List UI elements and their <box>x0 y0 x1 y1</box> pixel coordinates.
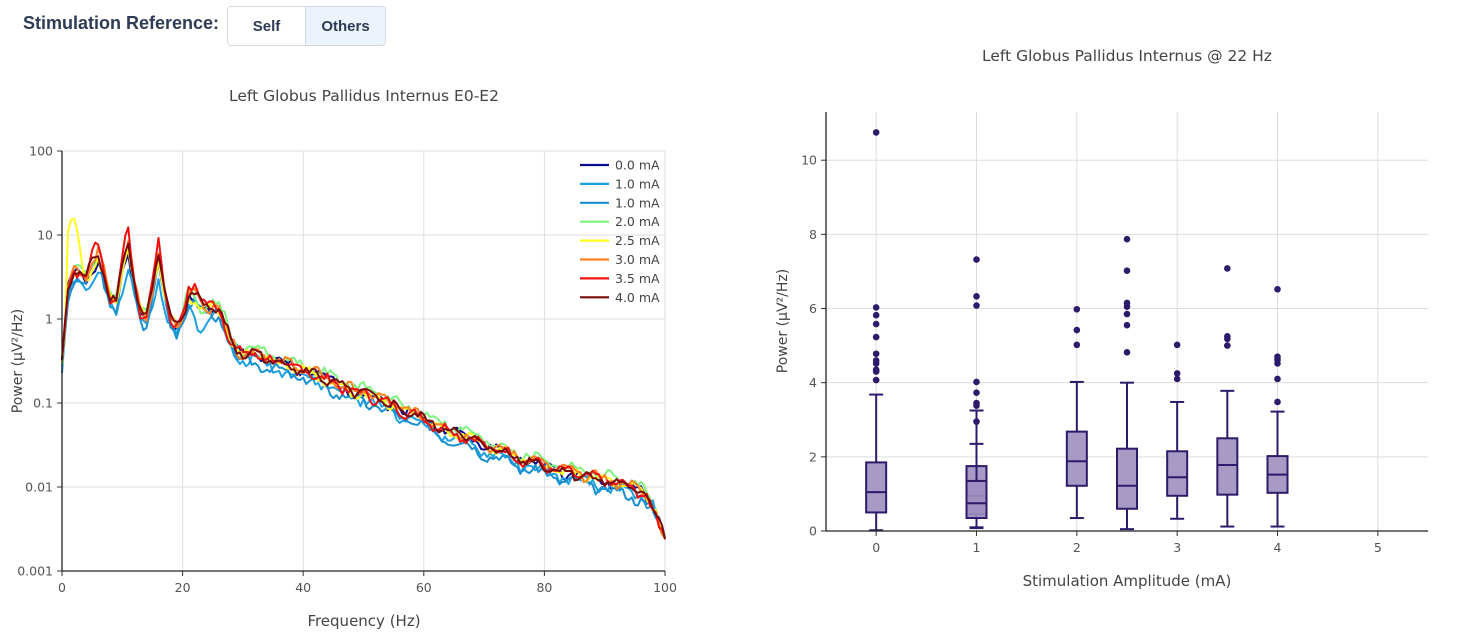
box-outlier-point <box>872 320 880 328</box>
spectrum-xlabel: Frequency (Hz) <box>307 612 420 630</box>
box-outlier-point <box>1274 375 1281 383</box>
box <box>1065 305 1088 520</box>
box-outlier-point <box>1173 341 1181 349</box>
legend-label: 4.0 mA <box>615 290 660 305</box>
box-outlier-point <box>872 129 880 136</box>
box-outlier-point <box>872 368 880 375</box>
box-outlier-point <box>872 333 880 341</box>
stimulation-reference-label: Stimulation Reference: <box>23 13 220 33</box>
box <box>1116 235 1138 531</box>
box-outlier-point <box>973 418 980 425</box>
box <box>1266 285 1289 528</box>
box-outlier-point <box>1224 265 1231 272</box>
legend-label: 3.0 mA <box>615 252 660 267</box>
boxplot-y-tick-label: 0 <box>809 524 817 539</box>
box-outlier-point <box>1073 305 1081 313</box>
box <box>965 442 988 530</box>
spectrum-series-line <box>61 217 666 539</box>
box <box>1166 341 1189 520</box>
box <box>865 129 888 532</box>
boxplot-x-tick-label: 2 <box>1073 540 1081 555</box>
box-outlier-point <box>1073 341 1081 349</box>
spectrum-x-tick-label: 80 <box>536 580 552 595</box>
box-outlier-point <box>973 402 980 409</box>
box-outlier-point <box>1123 348 1131 356</box>
box-outlier-point <box>1123 235 1131 243</box>
box-outlier-point <box>1123 267 1131 275</box>
boxplot-y-tick-label: 4 <box>809 375 817 390</box>
spectrum-x-tick-label: 20 <box>175 580 191 595</box>
box-outlier-point <box>973 292 980 300</box>
spectrum-y-tick-label: 1 <box>45 312 53 327</box>
self-button[interactable]: Self <box>228 7 306 45</box>
legend-label: 1.0 mA <box>615 195 660 210</box>
box-outlier-point <box>1123 303 1131 310</box>
box-outlier-point <box>1274 285 1281 293</box>
spectrum-y-tick-label: 10 <box>37 228 53 243</box>
box-outlier-point <box>973 378 980 386</box>
spectrum-x-tick-label: 40 <box>295 580 311 595</box>
box-iqr <box>1166 450 1189 497</box>
box-iqr <box>1065 430 1088 487</box>
spectrum-x-tick-label: 0 <box>58 580 66 595</box>
box-outlier-point <box>973 389 980 396</box>
legend-label: 3.5 mA <box>615 271 660 286</box>
boxplot-x-tick-label: 3 <box>1173 540 1181 555</box>
box-outlier-point <box>872 304 880 311</box>
boxplot-x-tick-label: 5 <box>1374 540 1382 555</box>
box-outlier-point <box>1274 398 1281 406</box>
boxplot-ylabel: Power (µV²/Hz) <box>775 269 791 373</box>
box-outlier-point <box>1073 326 1081 334</box>
spectrum-y-tick-label: 0.01 <box>25 480 53 495</box>
boxplot-x-tick-label: 4 <box>1274 540 1282 555</box>
spectrum-series-line <box>61 242 666 540</box>
boxplot-y-tick-label: 2 <box>809 449 817 464</box>
boxplot-y-tick-label: 10 <box>801 153 817 168</box>
legend-label: 0.0 mA <box>615 158 660 173</box>
legend-label: 2.0 mA <box>615 214 660 229</box>
box-outlier-point <box>1224 335 1231 343</box>
box-iqr <box>1116 447 1138 510</box>
box-iqr <box>1216 437 1239 496</box>
spectrum-y-tick-label: 0.001 <box>17 564 53 579</box>
spectrum-x-tick-label: 100 <box>653 580 677 595</box>
boxplot-xlabel: Stimulation Amplitude (mA) <box>1023 572 1232 590</box>
legend-label: 1.0 mA <box>615 176 660 191</box>
boxplot-x-tick-label: 0 <box>872 540 880 555</box>
box-outlier-point <box>872 311 880 319</box>
box-outlier-point <box>1173 370 1181 377</box>
box-outlier-point <box>1123 321 1131 329</box>
spectrum-x-tick-label: 60 <box>416 580 432 595</box>
spectrum-title: Left Globus Pallidus Internus E0-E2 <box>229 87 499 105</box>
box-iqr <box>965 479 988 520</box>
box-outlier-point <box>1173 375 1181 383</box>
boxplot-x-tick-label: 1 <box>973 540 981 555</box>
box <box>1216 265 1239 528</box>
box-outlier-point <box>872 360 880 367</box>
box-outlier-point <box>1274 360 1281 367</box>
spectrum-y-tick-label: 100 <box>29 144 53 159</box>
box-outlier-point <box>872 376 880 384</box>
boxplot-y-tick-label: 6 <box>809 301 817 316</box>
boxplot-y-tick-label: 8 <box>809 227 817 242</box>
box-outlier-point <box>1224 342 1231 349</box>
boxplot-title: Left Globus Pallidus Internus @ 22 Hz <box>982 47 1272 65</box>
others-button[interactable]: Others <box>306 7 385 45</box>
spectrum-ylabel: Power (µV²/Hz) <box>10 309 26 413</box>
box-outlier-point <box>973 302 980 309</box>
box-outlier-point <box>1123 310 1131 318</box>
legend-label: 2.5 mA <box>615 233 660 248</box>
spectrum-y-tick-label: 0.1 <box>33 396 53 411</box>
stimulation-reference-toggle: Self Others <box>227 6 386 46</box>
box-outlier-point <box>973 256 980 263</box>
box-outlier-point <box>872 350 880 358</box>
box-iqr <box>865 461 888 514</box>
